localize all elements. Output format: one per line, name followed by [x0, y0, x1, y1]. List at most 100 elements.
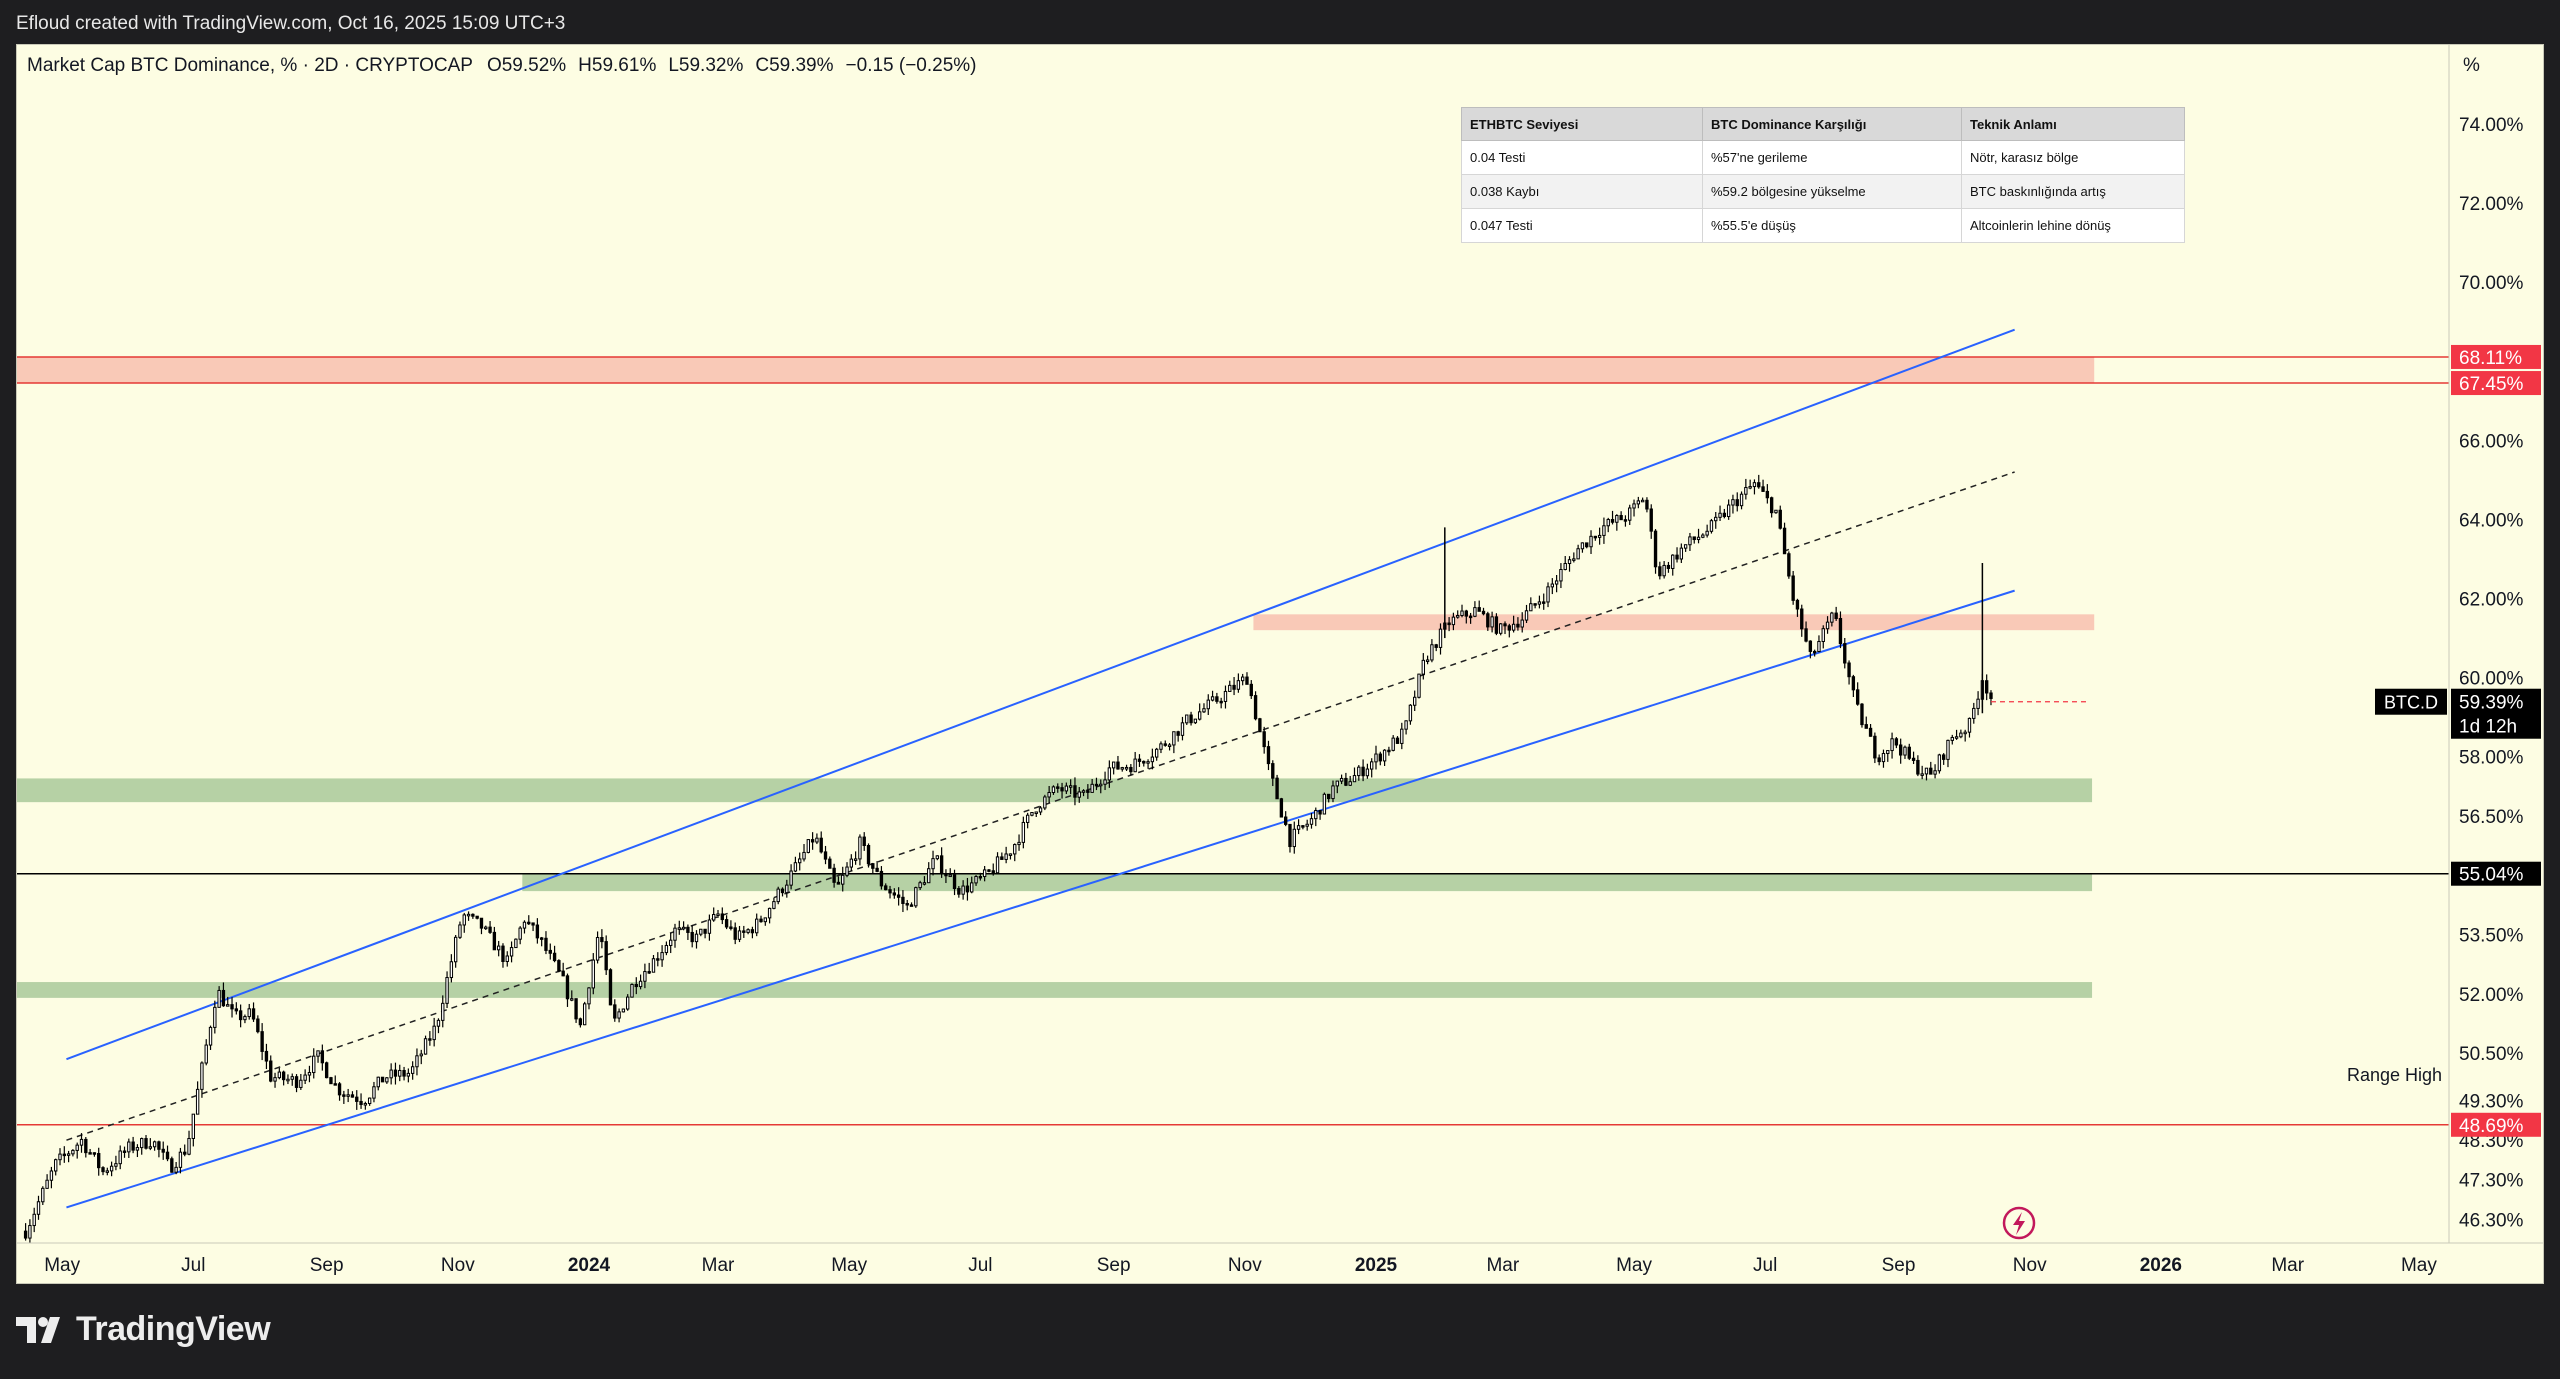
candle-body [1124, 766, 1129, 770]
candle-body [1314, 809, 1318, 820]
lightning-icon[interactable] [2002, 1206, 2036, 1240]
candle-body [1735, 499, 1739, 507]
candle-body [1034, 811, 1038, 814]
candle-body [247, 1008, 251, 1018]
candle-body [909, 904, 914, 907]
candle-body [1116, 761, 1120, 770]
candle-body [1632, 503, 1636, 509]
candle-body [118, 1150, 122, 1165]
candle-body [1400, 728, 1404, 744]
candle-body [1825, 621, 1830, 630]
candle-body [1524, 610, 1529, 621]
candle-body [264, 1050, 269, 1062]
candle-body [1967, 717, 1972, 733]
level-price-label: 55.04% [2459, 865, 2524, 886]
table-cell: Nötr, karasız bölge [1961, 140, 2185, 175]
candle-body [522, 921, 527, 929]
candle-body [1382, 749, 1387, 762]
candle-body [122, 1150, 127, 1153]
candle-body [144, 1138, 148, 1149]
candle-body [1696, 536, 1701, 541]
candle-body [1365, 768, 1370, 777]
candle-body [269, 1060, 273, 1082]
channel-lower-line[interactable] [66, 589, 2015, 1209]
price-axis-unit[interactable]: % [2463, 55, 2480, 76]
candle-body [664, 944, 669, 954]
candle-body [582, 1003, 587, 1026]
candle-body [406, 1072, 411, 1077]
candle-body [1898, 744, 1903, 756]
candle-body [41, 1187, 45, 1203]
price-chart[interactable]: 74.00% 72.00% 70.00% 66.00% 64.00% 62.00% 60.0… [17, 45, 2544, 1284]
x-tick-label: Sep [310, 1255, 344, 1276]
candle-body [587, 987, 591, 1005]
candle-body [466, 913, 471, 917]
candle-body [213, 1006, 217, 1028]
candle-body [226, 1004, 230, 1007]
candle-body [1477, 607, 1481, 612]
channel-mid-line[interactable] [66, 471, 2015, 1141]
candle-body [1361, 766, 1365, 777]
price-axis[interactable] [2449, 45, 2544, 1284]
candle-body [690, 931, 694, 943]
candle-body [1989, 692, 1993, 699]
candle-body [1245, 676, 1249, 685]
table-row: 0.04 Testi %57'ne gerileme Nötr, karasız… [1461, 140, 2185, 175]
candle-body [1232, 684, 1236, 690]
channel-upper-line[interactable] [66, 328, 2015, 1061]
candle-body [853, 858, 858, 861]
candle-body [1090, 783, 1094, 793]
candle-body [1533, 603, 1537, 606]
candle-body [419, 1053, 423, 1057]
candle-body [1189, 714, 1193, 724]
candle-body [299, 1079, 303, 1088]
candle-body [1404, 720, 1408, 730]
top-caption-bar: Efloud created with TradingView.com, Oct… [0, 0, 2560, 44]
candle-body [978, 876, 983, 879]
candle-body [1804, 628, 1808, 642]
candle-body [879, 870, 884, 887]
candle-body [1683, 544, 1688, 549]
candle-body [71, 1149, 75, 1155]
candle-body [1025, 814, 1030, 823]
candle-body [54, 1159, 58, 1172]
y-tick-label: 58.00% [2459, 748, 2524, 769]
chart-frame[interactable]: 74.00% 72.00% 70.00% 66.00% 64.00% 62.00% 60.0… [16, 44, 2544, 1284]
candle-body [1344, 777, 1348, 786]
candle-body [1043, 796, 1047, 809]
candle-body [1907, 746, 1911, 759]
symbol-title[interactable]: Market Cap BTC Dominance, % · 2D · CRYPT… [27, 55, 473, 76]
table-cell: 0.047 Testi [1461, 208, 1703, 243]
candle-body [1434, 644, 1438, 648]
tradingview-logo[interactable]: TradingView [16, 1310, 271, 1349]
footer-bar: TradingView [0, 1284, 2560, 1379]
y-tick-label: 66.00% [2459, 431, 2524, 452]
candle-body [1623, 519, 1628, 522]
candle-body [634, 983, 638, 988]
candle-body [643, 971, 647, 982]
ohlc-open: O59.52% [486, 55, 567, 76]
candle-body [595, 937, 600, 961]
candle-body [1787, 553, 1791, 577]
candle-body [1554, 580, 1559, 585]
candle-body [1559, 569, 1563, 582]
level-price-tag [2451, 1112, 2541, 1137]
candle-body [1137, 758, 1142, 762]
candle-body [1946, 739, 1950, 760]
resistance-zone [17, 356, 2095, 384]
y-tick-label: 47.30% [2459, 1171, 2524, 1192]
candle-body [458, 924, 462, 938]
candle-body [1301, 825, 1305, 828]
candle-body [1692, 536, 1696, 541]
level-price-label: 48.69% [2459, 1116, 2524, 1137]
candle-body [1576, 548, 1580, 560]
candle-body [737, 930, 742, 940]
candle-body [1099, 783, 1103, 787]
candle-body [1890, 738, 1894, 752]
candle-body [1228, 684, 1232, 692]
candle-body [1963, 731, 1967, 735]
candle-body [1507, 625, 1511, 631]
candle-body [97, 1153, 101, 1169]
candle-body [492, 931, 497, 951]
x-tick-label: 2025 [1355, 1255, 1398, 1276]
